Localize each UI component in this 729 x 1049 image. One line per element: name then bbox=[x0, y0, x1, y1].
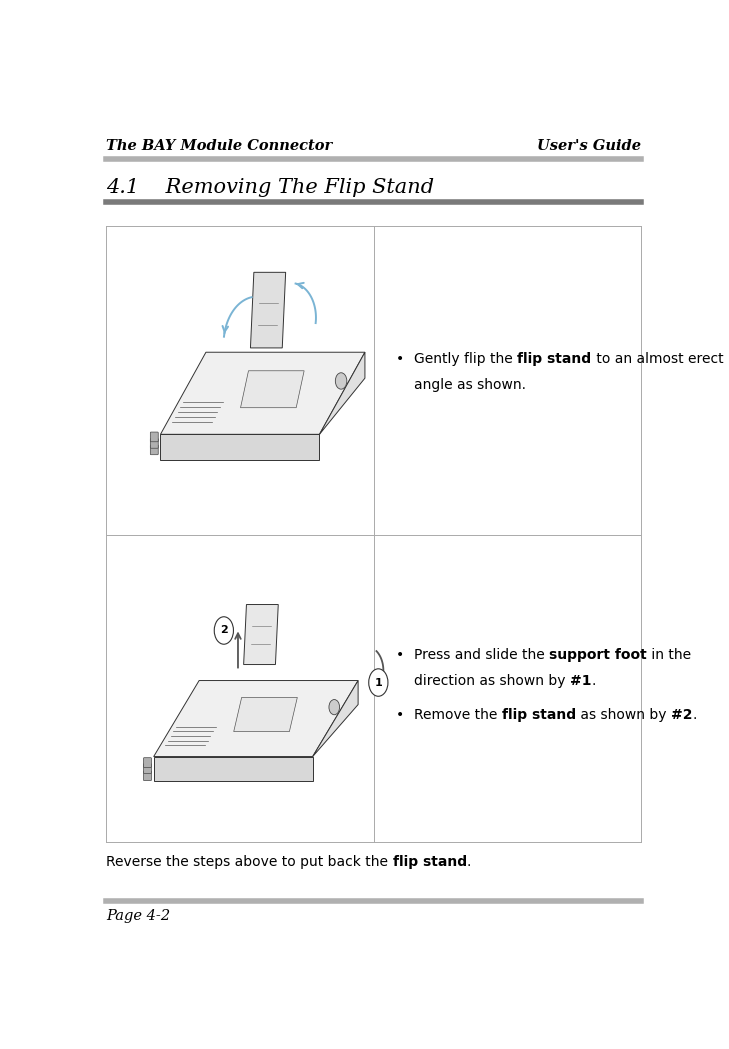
Polygon shape bbox=[313, 681, 358, 756]
Text: •: • bbox=[397, 648, 405, 662]
Text: as shown by: as shown by bbox=[576, 707, 671, 722]
Text: User's Guide: User's Guide bbox=[537, 140, 641, 153]
Text: #1: #1 bbox=[570, 673, 592, 688]
FancyBboxPatch shape bbox=[144, 764, 152, 773]
Polygon shape bbox=[243, 604, 278, 664]
FancyBboxPatch shape bbox=[150, 432, 158, 442]
FancyBboxPatch shape bbox=[144, 771, 152, 780]
Text: Press and slide the: Press and slide the bbox=[414, 648, 550, 662]
Text: 4.1    Removing The Flip Stand: 4.1 Removing The Flip Stand bbox=[106, 177, 434, 197]
Text: Gently flip the: Gently flip the bbox=[414, 352, 518, 366]
Text: #2: #2 bbox=[671, 707, 693, 722]
Text: •: • bbox=[397, 352, 405, 366]
Polygon shape bbox=[154, 681, 358, 756]
Text: Reverse the steps above to put back the: Reverse the steps above to put back the bbox=[106, 855, 393, 870]
Text: to an almost erect: to an almost erect bbox=[591, 352, 723, 366]
Text: 2: 2 bbox=[220, 625, 227, 636]
Text: .: . bbox=[592, 673, 596, 688]
Polygon shape bbox=[319, 352, 365, 434]
Polygon shape bbox=[160, 352, 365, 434]
Circle shape bbox=[335, 372, 347, 389]
Text: support foot: support foot bbox=[550, 648, 647, 662]
Polygon shape bbox=[154, 756, 313, 780]
Text: .: . bbox=[693, 707, 697, 722]
Text: flip stand: flip stand bbox=[393, 855, 467, 870]
Text: •: • bbox=[397, 707, 405, 722]
Text: in the: in the bbox=[647, 648, 691, 662]
Text: Remove the: Remove the bbox=[414, 707, 502, 722]
Text: direction as shown by: direction as shown by bbox=[414, 673, 570, 688]
FancyBboxPatch shape bbox=[150, 445, 158, 454]
Circle shape bbox=[214, 617, 233, 644]
Text: angle as shown.: angle as shown. bbox=[414, 378, 526, 392]
Text: The BAY Module Connector: The BAY Module Connector bbox=[106, 140, 332, 153]
Text: .: . bbox=[467, 855, 471, 870]
Text: Page 4-2: Page 4-2 bbox=[106, 908, 171, 923]
Circle shape bbox=[329, 700, 340, 714]
Polygon shape bbox=[160, 434, 319, 461]
FancyBboxPatch shape bbox=[144, 757, 152, 768]
Text: flip stand: flip stand bbox=[518, 352, 591, 366]
Polygon shape bbox=[251, 273, 286, 348]
Circle shape bbox=[369, 669, 388, 697]
Text: flip stand: flip stand bbox=[502, 707, 576, 722]
Polygon shape bbox=[241, 370, 304, 408]
Polygon shape bbox=[234, 698, 297, 731]
FancyBboxPatch shape bbox=[150, 438, 158, 448]
Text: 1: 1 bbox=[375, 678, 382, 687]
